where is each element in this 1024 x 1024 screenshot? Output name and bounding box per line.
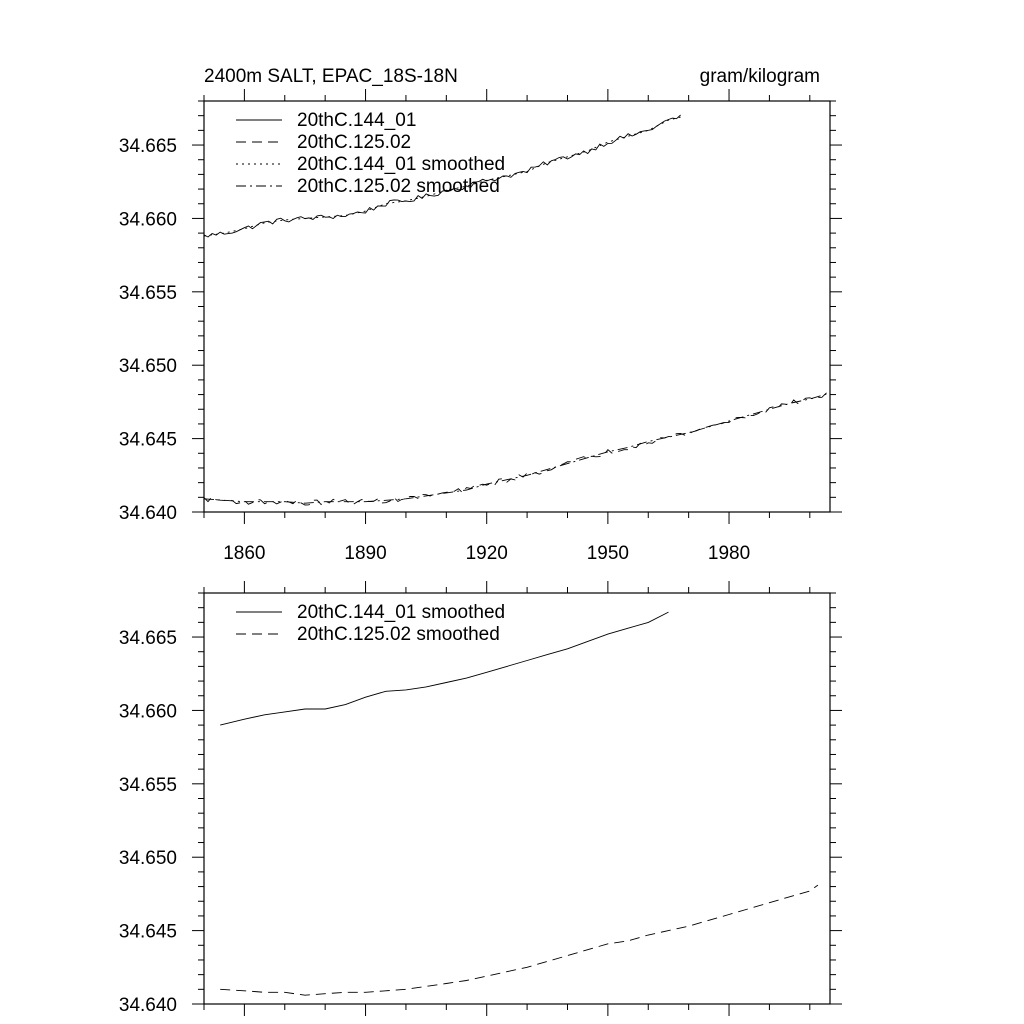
series-line-20thc-144-01-smoothed	[204, 116, 681, 237]
top-panel: 1860 1890 1920 1950 1980 34.640 34.645 34.650 34…	[119, 89, 842, 564]
legend-label: 20thC.125.02 smoothed	[297, 624, 500, 645]
legend-label: 20thC.144_01 smoothed	[297, 602, 505, 623]
y-tick-label: 34.645	[119, 430, 177, 451]
plot-area	[220, 611, 819, 996]
legend-label: 20thC.125.02 smoothed	[297, 176, 500, 197]
y-tick-label: 34.660	[119, 209, 177, 230]
units-label: gram/kilogram	[700, 66, 820, 87]
y-tick-label: 34.665	[119, 136, 177, 157]
series-line-20thc-125-02-smoothed	[204, 392, 830, 504]
y-tick-label: 34.665	[119, 628, 177, 649]
y-tick-label: 34.655	[119, 283, 177, 304]
y-tick-label: 34.640	[119, 995, 177, 1016]
y-tick-label: 34.650	[119, 356, 177, 377]
x-tick-label: 1980	[708, 543, 750, 564]
y-tick-label: 34.640	[119, 503, 177, 524]
y-tick-label: 34.660	[119, 701, 177, 722]
plot-area	[204, 114, 830, 506]
x-tick-label: 1950	[587, 543, 629, 564]
bottom-panel: 34.640 34.645 34.650 34.655 34.660 34.665 20th…	[119, 581, 842, 1016]
chart-title: 2400m SALT, EPAC_18S-18N	[204, 66, 458, 87]
y-tick-label: 34.655	[119, 775, 177, 796]
legend-label: 20thC.144_01	[297, 110, 416, 131]
series-line-20thc-144-01-smoothed	[220, 611, 669, 726]
x-tick-label: 1920	[466, 543, 508, 564]
plot-frame	[203, 592, 831, 1005]
y-tick-label: 34.650	[119, 848, 177, 869]
legend-label: 20thC.144_01 smoothed	[297, 154, 505, 175]
x-tick-label: 1860	[223, 543, 265, 564]
series-line-20thc-125-02	[204, 390, 830, 506]
x-tick-label: 1890	[344, 543, 386, 564]
series-line-20thc-125-02-smoothed	[220, 884, 819, 996]
y-tick-label: 34.645	[119, 922, 177, 943]
legend-label: 20thC.125.02	[297, 132, 411, 153]
